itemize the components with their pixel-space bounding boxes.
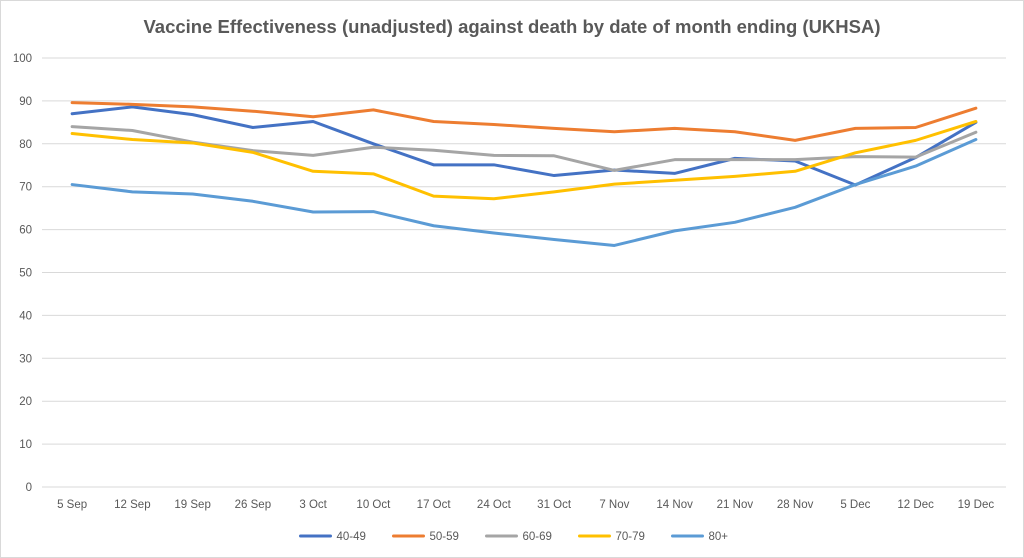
y-tick-label: 100 — [13, 53, 32, 65]
x-tick-label: 7 Nov — [599, 499, 629, 511]
series-lines — [70, 101, 978, 247]
y-tick-label: 80 — [19, 139, 32, 151]
legend-label: 40-49 — [337, 531, 366, 543]
x-tick-label: 12 Sep — [114, 499, 150, 511]
series-line-80+ — [70, 138, 978, 247]
y-tick-label: 90 — [19, 96, 32, 108]
series-line-40-49 — [70, 105, 978, 187]
legend-label: 60-69 — [523, 531, 552, 543]
legend-label: 80+ — [709, 531, 729, 543]
x-tick-label: 26 Sep — [235, 499, 271, 511]
legend-item-60-69[interactable]: 60-69 — [485, 531, 552, 543]
x-tick-label: 31 Oct — [537, 499, 572, 511]
y-tick-label: 70 — [19, 182, 32, 194]
x-tick-label: 10 Oct — [356, 499, 391, 511]
x-tick-label: 12 Dec — [897, 499, 934, 511]
x-tick-label: 19 Sep — [174, 499, 210, 511]
x-tick-label: 3 Oct — [299, 499, 327, 511]
x-tick-label: 24 Oct — [477, 499, 512, 511]
legend-item-80+[interactable]: 80+ — [671, 531, 729, 543]
legend-item-40-49[interactable]: 40-49 — [299, 531, 366, 543]
y-axis: 0 10 20 30 40 50 60 70 80 90 100 — [13, 53, 32, 494]
x-tick-label: 28 Nov — [777, 499, 814, 511]
x-tick-label: 21 Nov — [717, 499, 754, 511]
legend-item-70-79[interactable]: 70-79 — [578, 531, 645, 543]
y-tick-label: 50 — [19, 268, 32, 280]
x-tick-label: 5 Dec — [840, 499, 870, 511]
gridlines — [42, 57, 1006, 488]
y-tick-label: 10 — [19, 439, 32, 451]
y-tick-label: 20 — [19, 396, 32, 408]
y-tick-label: 60 — [19, 225, 32, 237]
legend-label: 50-59 — [430, 531, 459, 543]
x-axis: 5 Sep 12 Sep 19 Sep 26 Sep 3 Oct 10 Oct 17 Oct… — [42, 486, 1006, 511]
y-tick-label: 0 — [26, 482, 32, 494]
legend[interactable]: 40-49 50-59 60-69 70-79 80+ — [299, 531, 729, 543]
series-line-70-79 — [70, 119, 978, 201]
y-tick-label: 30 — [19, 353, 32, 365]
x-tick-label: 19 Dec — [958, 499, 995, 511]
x-tick-label: 5 Sep — [57, 499, 87, 511]
y-tick-label: 40 — [19, 310, 32, 322]
x-tick-label: 14 Nov — [656, 499, 693, 511]
x-tick-label: 17 Oct — [417, 499, 452, 511]
series-line-50-59 — [70, 101, 978, 142]
chart-title: Vaccine Effectiveness (unadjusted) again… — [143, 16, 880, 37]
legend-item-50-59[interactable]: 50-59 — [392, 531, 459, 543]
legend-label: 70-79 — [616, 531, 645, 543]
series-line-60-69 — [70, 125, 978, 172]
